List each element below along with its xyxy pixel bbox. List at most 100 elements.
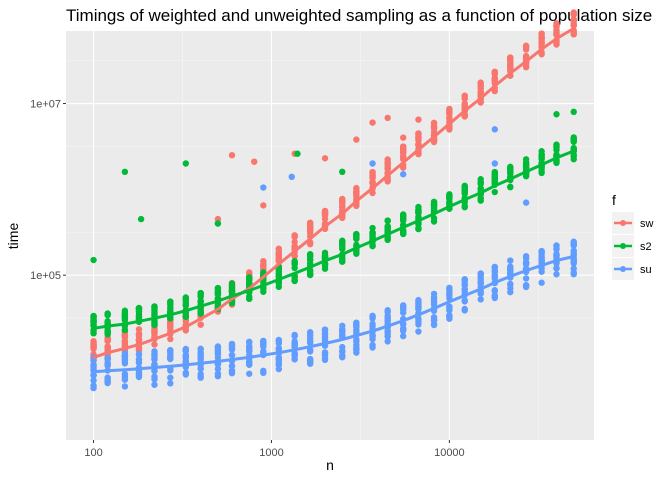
data-point-sw xyxy=(538,51,545,58)
outlier-point-sw xyxy=(399,134,407,141)
data-point-sw xyxy=(275,245,283,253)
trend-line-sw xyxy=(92,26,576,359)
data-point-su xyxy=(135,371,143,378)
data-point-s2 xyxy=(430,214,438,222)
data-point-su xyxy=(167,353,174,360)
data-point-su xyxy=(291,331,298,339)
outlier-point-sw xyxy=(321,155,329,162)
data-point-su xyxy=(197,373,204,380)
data-point-su xyxy=(369,344,376,351)
data-point-s2 xyxy=(151,303,158,310)
data-point-s2 xyxy=(507,167,514,174)
data-point-sw xyxy=(151,341,158,348)
outlier-point-su xyxy=(491,160,498,167)
data-point-sw xyxy=(121,334,129,341)
data-point-su xyxy=(339,343,346,351)
x-tick-label: 100 xyxy=(84,447,102,459)
data-point-su xyxy=(399,332,407,340)
data-point-su xyxy=(339,348,346,356)
data-point-s2 xyxy=(477,176,484,183)
x-tick-label: 10000 xyxy=(434,447,465,459)
data-point-su xyxy=(446,305,453,312)
data-point-s2 xyxy=(135,308,143,315)
outlier-point-su xyxy=(491,126,498,133)
data-point-s2 xyxy=(477,194,484,202)
data-point-su xyxy=(415,321,422,328)
data-point-s2 xyxy=(522,163,530,170)
data-point-sw xyxy=(135,326,143,333)
data-point-su xyxy=(461,281,468,288)
data-point-su xyxy=(538,251,545,259)
data-point-s2 xyxy=(339,239,346,246)
data-point-su xyxy=(522,275,530,282)
data-point-su xyxy=(291,350,298,358)
outlier-point-su xyxy=(369,160,376,167)
data-point-su xyxy=(399,327,407,335)
data-point-sw xyxy=(90,345,97,353)
data-point-s2 xyxy=(369,224,376,232)
outlier-point-sw xyxy=(251,158,258,165)
legend-key-point xyxy=(620,243,626,249)
data-point-su xyxy=(246,361,253,368)
data-point-su xyxy=(430,316,438,324)
legend: f sw s2 su xyxy=(612,192,654,280)
data-point-sw xyxy=(399,144,407,152)
legend-title: f xyxy=(612,192,616,208)
data-point-sw xyxy=(275,252,283,259)
data-point-su xyxy=(275,355,283,362)
data-point-s2 xyxy=(553,143,560,150)
data-point-sw xyxy=(446,110,453,118)
data-point-sw xyxy=(522,63,530,71)
legend-label-s2: s2 xyxy=(640,241,652,253)
data-point-s2 xyxy=(214,284,222,292)
data-point-su xyxy=(306,358,314,365)
y-tick-label: 1e+05 xyxy=(30,270,61,282)
data-point-su xyxy=(214,365,222,373)
data-point-su xyxy=(104,356,111,363)
data-point-su xyxy=(353,320,360,328)
data-point-su xyxy=(214,370,222,377)
data-point-su xyxy=(369,323,376,330)
data-point-su xyxy=(151,373,158,380)
data-point-s2 xyxy=(415,224,422,232)
data-point-s2 xyxy=(339,258,346,265)
trend-lines xyxy=(92,26,576,374)
data-point-su xyxy=(275,340,283,347)
data-point-su xyxy=(275,365,283,373)
data-point-su xyxy=(151,356,158,363)
data-point-s2 xyxy=(430,203,438,211)
data-point-su xyxy=(538,279,545,286)
data-point-s2 xyxy=(415,209,422,217)
data-point-s2 xyxy=(182,294,190,301)
data-point-sw xyxy=(477,85,484,92)
data-point-s2 xyxy=(104,327,111,334)
data-point-s2 xyxy=(461,186,468,194)
data-point-s2 xyxy=(197,309,204,316)
data-point-s2 xyxy=(538,155,545,163)
data-point-sw xyxy=(553,22,560,30)
data-point-su xyxy=(538,257,545,264)
data-point-su xyxy=(507,257,514,264)
data-point-su xyxy=(90,377,97,384)
data-point-su xyxy=(446,284,453,292)
data-point-sw xyxy=(415,135,422,142)
data-point-su xyxy=(121,350,129,357)
data-point-su xyxy=(491,287,498,294)
data-point-su xyxy=(415,315,422,322)
data-point-sw xyxy=(135,331,143,338)
data-point-s2 xyxy=(507,183,514,190)
data-point-su xyxy=(167,367,174,374)
data-point-su xyxy=(446,313,453,321)
data-point-sw xyxy=(306,240,314,248)
data-point-su xyxy=(306,332,314,339)
outlier-point-sw xyxy=(228,151,236,159)
data-point-su xyxy=(507,265,514,272)
data-point-su xyxy=(491,271,498,279)
outlier-point-s2 xyxy=(182,160,190,167)
data-point-sw xyxy=(384,163,391,171)
data-point-sw xyxy=(353,189,360,197)
data-point-su xyxy=(182,371,190,378)
data-point-sw xyxy=(461,92,468,99)
data-point-su xyxy=(104,378,111,385)
